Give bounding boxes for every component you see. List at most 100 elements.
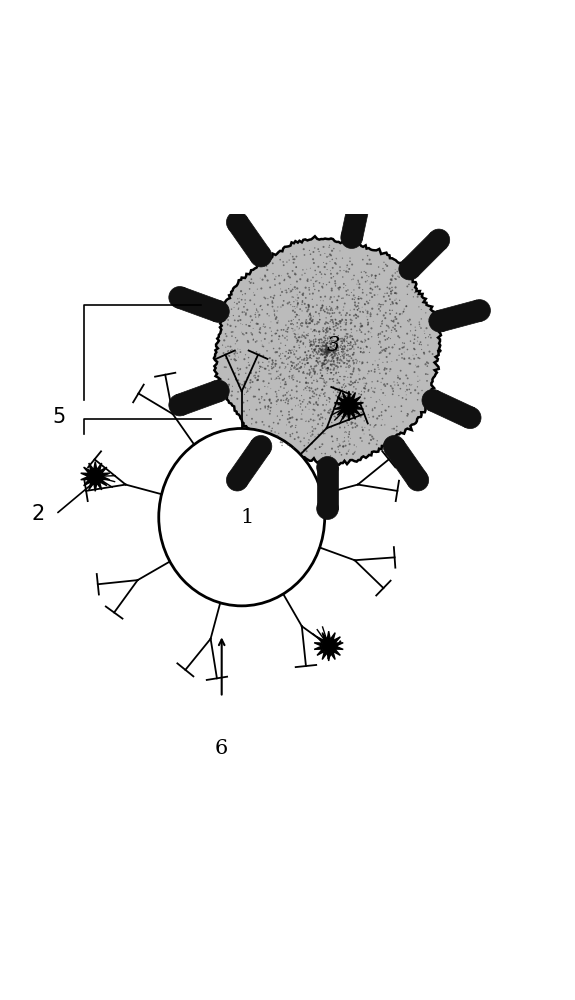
Point: [312, 397, 321, 413]
Point: [255, 360, 264, 376]
Point: [355, 276, 364, 292]
Point: [390, 377, 400, 393]
Point: [327, 308, 336, 324]
Point: [314, 314, 323, 330]
Point: [314, 343, 323, 359]
Point: [316, 347, 325, 363]
Point: [329, 362, 339, 378]
Point: [398, 340, 407, 356]
Point: [326, 357, 335, 373]
Point: [344, 429, 353, 445]
Point: [416, 320, 426, 336]
Point: [309, 361, 319, 377]
Point: [424, 311, 433, 327]
Point: [321, 342, 330, 358]
Point: [329, 354, 339, 370]
Point: [405, 377, 414, 393]
Point: [272, 356, 281, 372]
Point: [293, 295, 302, 311]
Point: [348, 331, 357, 347]
Point: [324, 344, 333, 360]
Point: [283, 356, 293, 372]
Point: [380, 263, 389, 279]
Point: [348, 393, 357, 409]
Point: [308, 286, 317, 302]
Point: [348, 346, 358, 362]
Point: [363, 415, 372, 431]
Point: [231, 348, 240, 364]
Point: [233, 291, 243, 307]
Point: [381, 387, 390, 403]
Point: [221, 339, 231, 355]
Point: [314, 283, 323, 299]
Point: [358, 334, 367, 350]
Point: [423, 373, 432, 389]
Point: [322, 256, 331, 272]
Point: [354, 300, 363, 316]
Point: [381, 343, 390, 359]
Point: [318, 347, 327, 363]
Point: [320, 342, 329, 358]
Point: [359, 375, 369, 391]
Point: [363, 273, 372, 289]
Point: [310, 364, 320, 380]
Point: [317, 346, 326, 362]
Point: [309, 412, 318, 428]
Point: [288, 263, 297, 279]
Point: [378, 385, 388, 401]
Point: [252, 302, 262, 318]
Point: [358, 371, 367, 387]
Point: [252, 372, 262, 388]
Point: [288, 368, 297, 384]
Point: [271, 269, 281, 285]
Point: [252, 301, 261, 317]
Point: [357, 386, 366, 402]
Point: [264, 375, 273, 391]
Point: [292, 424, 301, 440]
Point: [408, 327, 417, 343]
Point: [332, 388, 341, 404]
Point: [377, 297, 386, 313]
Point: [282, 392, 291, 408]
Point: [405, 356, 414, 372]
Point: [348, 353, 358, 369]
Point: [296, 354, 305, 370]
Point: [331, 346, 340, 362]
Point: [382, 349, 391, 365]
Point: [329, 373, 338, 389]
Point: [321, 322, 330, 338]
Point: [289, 369, 298, 385]
Point: [328, 351, 337, 367]
Point: [266, 289, 275, 305]
Point: [354, 274, 363, 290]
Point: [301, 330, 310, 346]
Point: [266, 381, 275, 397]
Point: [330, 305, 339, 321]
Point: [336, 349, 345, 365]
Point: [319, 276, 328, 292]
Point: [320, 329, 329, 345]
Point: [242, 360, 251, 376]
Point: [301, 441, 310, 457]
Point: [326, 336, 335, 352]
Point: [349, 379, 358, 395]
Point: [285, 363, 294, 379]
Point: [286, 345, 296, 361]
Point: [308, 375, 317, 391]
Point: [411, 382, 420, 398]
Ellipse shape: [341, 227, 363, 248]
Point: [334, 441, 343, 457]
Point: [275, 370, 284, 386]
Point: [290, 251, 299, 267]
Point: [240, 379, 250, 395]
Point: [305, 315, 315, 331]
Ellipse shape: [169, 287, 190, 308]
Point: [392, 285, 401, 301]
Point: [350, 292, 359, 308]
Point: [308, 291, 317, 307]
Point: [271, 384, 280, 400]
Point: [392, 323, 401, 339]
Point: [279, 372, 289, 388]
Point: [393, 264, 402, 280]
Point: [365, 256, 374, 272]
